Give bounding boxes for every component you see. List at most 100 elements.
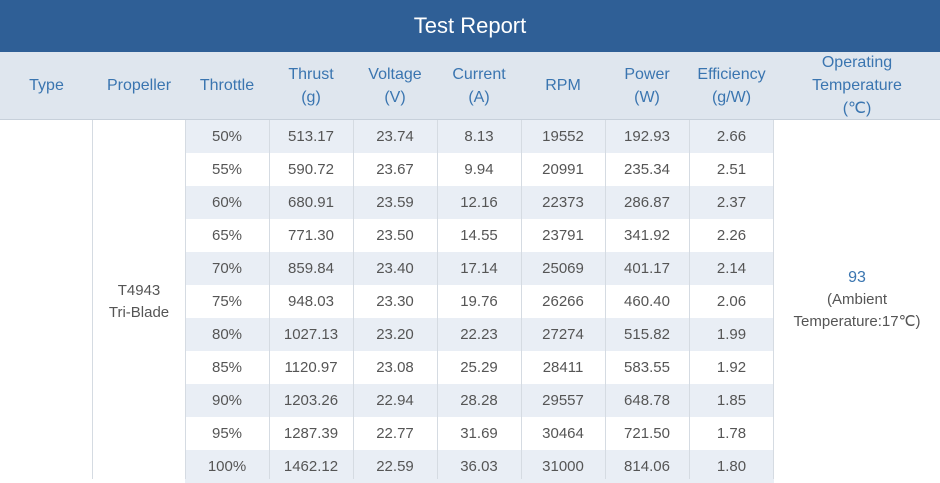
power-cell: 286.87 (624, 194, 670, 211)
current-cell: 31.69 (460, 425, 498, 442)
table-row: 75% 948.03 23.30 19.76 26266 460.40 2.06 (185, 285, 774, 318)
header-type-label: Type (29, 77, 64, 94)
table-row: 55% 590.72 23.67 9.94 20991 235.34 2.51 (185, 153, 774, 186)
table-row: 65% 771.30 23.50 14.55 23791 341.92 2.26 (185, 219, 774, 252)
efficiency-cell: 2.37 (716, 194, 747, 211)
table-row: 90% 1203.26 22.94 28.28 29557 648.78 1.85 (185, 384, 774, 417)
rpm-cell: 27274 (542, 326, 584, 343)
current-cell: 22.23 (460, 326, 498, 343)
header-current-unit: (A) (468, 88, 490, 106)
efficiency-cell: 2.51 (716, 161, 747, 178)
throttle-cell: 65% (211, 227, 243, 244)
power-cell: 235.34 (624, 161, 670, 178)
header-efficiency-label: Efficiency (697, 65, 766, 83)
voltage-cell: 22.94 (376, 392, 414, 409)
header-voltage-label: Voltage (368, 65, 422, 83)
divider (353, 120, 354, 479)
voltage-cell: 23.08 (376, 359, 414, 376)
propeller-cell: T4943 Tri-Blade (93, 120, 185, 481)
rpm-cell: 29557 (542, 392, 584, 409)
efficiency-cell: 1.92 (716, 359, 747, 376)
current-cell: 12.16 (460, 194, 498, 211)
table-row: 60% 680.91 23.59 12.16 22373 286.87 2.37 (185, 186, 774, 219)
header-temperature: Operating Temperature (℃) (774, 52, 940, 119)
power-cell: 721.50 (624, 425, 670, 442)
power-cell: 515.82 (624, 326, 670, 343)
efficiency-cell: 2.14 (716, 260, 747, 277)
efficiency-cell: 1.99 (716, 326, 747, 343)
divider (185, 120, 186, 479)
throttle-cell: 60% (211, 194, 243, 211)
header-power-label: Power (624, 65, 670, 83)
header-rpm: RPM (521, 52, 605, 119)
voltage-cell: 23.30 (376, 293, 414, 310)
header-throttle-label: Throttle (199, 77, 255, 94)
temperature-value: 93 (848, 268, 866, 286)
thrust-cell: 1027.13 (283, 326, 339, 343)
propeller-model: T4943 (117, 281, 161, 299)
throttle-cell: 90% (211, 392, 243, 409)
header-power: Power (W) (605, 52, 689, 119)
header-current-label: Current (452, 65, 506, 83)
throttle-cell: 95% (211, 425, 243, 442)
current-cell: 28.28 (460, 392, 498, 409)
current-cell: 25.29 (460, 359, 498, 376)
rpm-cell: 22373 (542, 194, 584, 211)
rpm-cell: 25069 (542, 260, 584, 277)
temperature-ambient-line1: (Ambient (826, 290, 888, 308)
throttle-cell: 50% (211, 128, 243, 145)
divider (521, 120, 522, 479)
divider (92, 120, 93, 479)
throttle-cell: 70% (211, 260, 243, 277)
voltage-cell: 23.59 (376, 194, 414, 211)
divider (773, 120, 774, 479)
header-propeller-label: Propeller (106, 77, 172, 94)
current-cell: 9.94 (464, 161, 494, 178)
thrust-cell: 680.91 (288, 194, 334, 211)
header-throttle: Throttle (185, 52, 269, 119)
efficiency-cell: 1.85 (716, 392, 747, 409)
thrust-cell: 859.84 (288, 260, 334, 277)
table-row: 100% 1462.12 22.59 36.03 31000 814.06 1.80 (185, 450, 774, 483)
divider (437, 120, 438, 479)
thrust-cell: 1203.26 (283, 392, 339, 409)
voltage-cell: 23.50 (376, 227, 414, 244)
table-row: 85% 1120.97 23.08 25.29 28411 583.55 1.92 (185, 351, 774, 384)
power-cell: 648.78 (624, 392, 670, 409)
table-row: 80% 1027.13 23.20 22.23 27274 515.82 1.99 (185, 318, 774, 351)
current-cell: 17.14 (460, 260, 498, 277)
efficiency-cell: 2.66 (716, 128, 747, 145)
header-thrust-unit: (g) (301, 88, 321, 106)
header-thrust-label: Thrust (288, 65, 334, 83)
header-voltage: Voltage (V) (353, 52, 437, 119)
header-rpm-label: RPM (545, 77, 581, 94)
current-cell: 36.03 (460, 458, 498, 475)
header-voltage-unit: (V) (384, 88, 406, 106)
efficiency-cell: 2.26 (716, 227, 747, 244)
table-row: 95% 1287.39 22.77 31.69 30464 721.50 1.78 (185, 417, 774, 450)
power-cell: 401.17 (624, 260, 670, 277)
throttle-cell: 85% (211, 359, 243, 376)
header-type: Type (0, 52, 93, 119)
voltage-cell: 23.20 (376, 326, 414, 343)
type-cell (0, 120, 93, 479)
divider (605, 120, 606, 479)
header-propeller: Propeller (93, 52, 185, 119)
header-thrust: Thrust (g) (269, 52, 353, 119)
rpm-cell: 31000 (542, 458, 584, 475)
header-current: Current (A) (437, 52, 521, 119)
rpm-cell: 26266 (542, 293, 584, 310)
divider (269, 120, 270, 479)
thrust-cell: 1287.39 (283, 425, 339, 442)
rpm-cell: 20991 (542, 161, 584, 178)
propeller-blade: Tri-Blade (108, 303, 170, 321)
throttle-cell: 100% (207, 458, 247, 475)
rpm-cell: 23791 (542, 227, 584, 244)
thrust-cell: 590.72 (288, 161, 334, 178)
table-row: 50% 513.17 23.74 8.13 19552 192.93 2.66 (185, 120, 774, 153)
throttle-cell: 80% (211, 326, 243, 343)
thrust-cell: 513.17 (288, 128, 334, 145)
thrust-cell: 948.03 (288, 293, 334, 310)
header-temperature-label-1: Operating (821, 54, 893, 71)
header-temperature-unit: (℃) (842, 100, 872, 117)
